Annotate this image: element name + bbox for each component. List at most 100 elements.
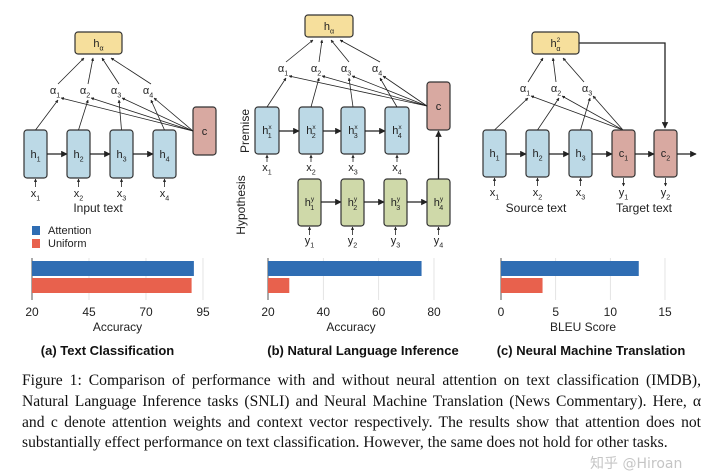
alpha-to-output-arrow [57, 57, 85, 85]
alpha-to-output-arrow [339, 39, 381, 63]
panel-title: (c) Neural Machine Translation [497, 343, 686, 358]
premise-token-label: x4 [392, 162, 402, 176]
tick-label: 70 [139, 305, 153, 319]
x-axis-label: BLEU Score [550, 320, 616, 334]
hidden-to-alpha-arrow [78, 99, 89, 131]
hidden-to-alpha-arrow [347, 77, 354, 108]
decoder-state-label: c1 [619, 148, 629, 162]
output-to-decoder-arrow [579, 42, 669, 129]
legend-label-attention: Attention [48, 225, 91, 237]
input-token-label: x2 [74, 188, 84, 202]
hidden-to-alpha-arrow [494, 97, 529, 131]
tick-label: 20 [261, 305, 275, 319]
tick-label: 0 [498, 305, 505, 319]
tick-label: 80 [427, 305, 441, 319]
attention-weight-label: α2 [311, 63, 321, 77]
premise-token-label: x3 [348, 162, 358, 176]
hidden-to-alpha-arrow [310, 77, 320, 108]
alpha-to-output-arrow [110, 57, 152, 85]
hidden-to-alpha-arrow [150, 99, 165, 131]
target-token-label: y2 [661, 187, 671, 201]
tick-label: 60 [372, 305, 386, 319]
context-to-alpha-arrow [288, 75, 428, 107]
watermark: 知乎 @Hiroan [590, 456, 683, 472]
tick-label: 20 [25, 305, 39, 319]
premise-hidden-state-label: hx 2 [306, 124, 316, 140]
hidden-state-label: h2 [73, 149, 83, 163]
bar-uniform [501, 278, 543, 293]
premise-token-label: x1 [262, 162, 272, 176]
attention-weight-label: α4 [372, 63, 382, 77]
context-to-alpha-arrow [90, 97, 194, 132]
target-text-label: Target text [616, 201, 673, 215]
hypothesis-label: Hypothesis [234, 175, 248, 234]
source-token-label: x3 [576, 187, 586, 201]
legend-label-uniform: Uniform [48, 238, 87, 250]
alpha-to-output-arrow [330, 39, 350, 63]
hypothesis-hidden-state-label: hy 1 [305, 196, 315, 212]
decoder-state-label: c2 [661, 148, 671, 162]
attention-weight-label: α4 [143, 85, 153, 99]
bar-attention [501, 261, 639, 276]
hidden-state-label: h1 [30, 149, 40, 163]
tick-label: 15 [658, 305, 672, 319]
premise-label: Premise [238, 109, 252, 153]
tick-label: 5 [552, 305, 559, 319]
bar-attention [268, 261, 422, 276]
context-to-alpha-arrow [321, 75, 428, 107]
attention-weight-label: α2 [551, 83, 561, 97]
context-to-alpha-arrow [530, 95, 624, 131]
context-to-alpha-arrow [351, 75, 428, 107]
context-to-alpha-arrow [592, 95, 624, 131]
alpha-to-output-arrow [551, 57, 557, 83]
input-token-label: x3 [117, 188, 127, 202]
legend-swatch-uniform [32, 239, 40, 248]
context-to-alpha-arrow [60, 97, 194, 132]
hypothesis-token-label: y4 [434, 235, 444, 249]
output-node-label: h2 α [550, 37, 560, 53]
input-text-label: Input text [73, 201, 123, 215]
attention-weight-label: α1 [50, 85, 60, 99]
bar-uniform [268, 278, 290, 293]
panel-title: (a) Text Classification [41, 343, 174, 358]
hypothesis-token-label: y2 [348, 235, 358, 249]
legend-swatch-attention [32, 226, 40, 235]
context-to-alpha-arrow [382, 75, 428, 107]
hypothesis-hidden-state-label: hy 4 [434, 196, 444, 212]
source-token-label: x1 [490, 187, 500, 201]
output-node-box [304, 14, 354, 38]
x-axis-label: Accuracy [326, 320, 375, 334]
hidden-to-alpha-arrow [117, 99, 122, 131]
premise-hidden-state-label: hx 1 [262, 124, 272, 140]
hypothesis-hidden-state-label: hy 3 [391, 196, 401, 212]
hidden-state-label: h2 [532, 148, 542, 162]
hidden-state-label: h1 [489, 148, 499, 162]
bar-chart-0: 20 45 70 95 Accuracy (a) Text Classification [25, 258, 210, 358]
output-node-label: hα [93, 38, 103, 52]
premise-hidden-state-label: hx 3 [348, 124, 358, 140]
hidden-to-alpha-arrow [266, 77, 287, 108]
premise-token-label: x2 [306, 162, 316, 176]
figure-caption: Figure 1: Comparison of performance with… [22, 372, 701, 452]
tick-label: 40 [317, 305, 331, 319]
attention-weight-label: α3 [111, 85, 121, 99]
context-vector-label: c [436, 101, 442, 113]
hidden-to-alpha-arrow [379, 77, 398, 108]
context-to-alpha-arrow [561, 95, 624, 131]
bar-uniform [32, 278, 192, 293]
tick-label: 95 [196, 305, 210, 319]
tick-label: 45 [82, 305, 96, 319]
alpha-to-output-arrow [101, 57, 120, 85]
hypothesis-token-label: y1 [305, 235, 315, 249]
output-node-box [74, 31, 123, 55]
alpha-to-output-arrow [87, 57, 95, 85]
hidden-to-alpha-arrow [537, 97, 560, 131]
alpha-to-output-arrow [318, 39, 324, 63]
bar-chart-1: 20 40 60 80 Accuracy (b) Natural Language Inf… [261, 258, 459, 358]
hidden-state-label: h3 [575, 148, 585, 162]
hypothesis-token-label: y3 [391, 235, 401, 249]
hidden-to-alpha-arrow [35, 99, 59, 131]
x-axis-label: Accuracy [93, 320, 142, 334]
input-token-label: x4 [160, 188, 170, 202]
